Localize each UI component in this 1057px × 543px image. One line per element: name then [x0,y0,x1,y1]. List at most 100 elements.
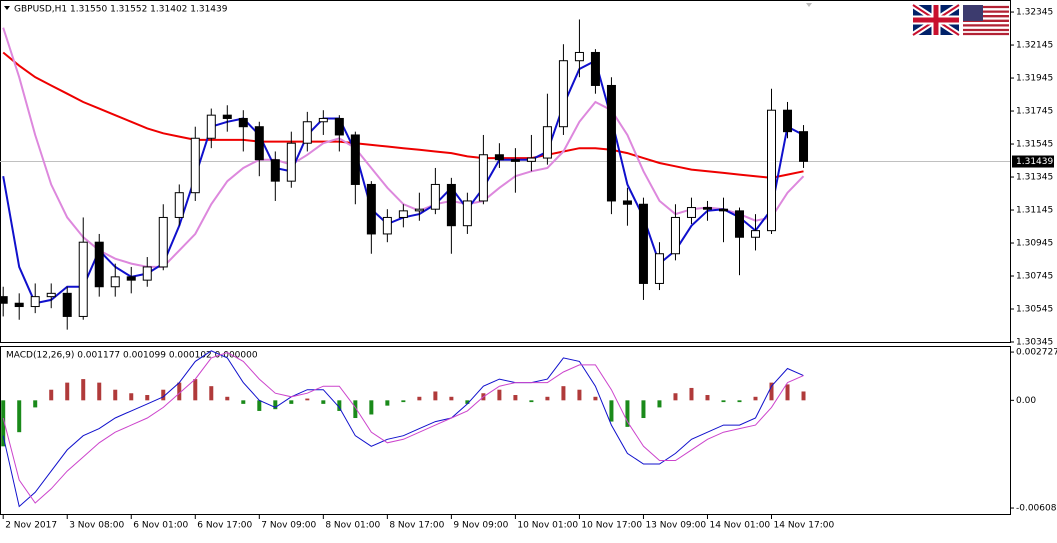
candle-body [174,192,184,218]
y-tick-label: 1.32345 [1016,8,1053,18]
candle-body [110,276,120,288]
histogram-bar [369,400,374,415]
histogram-bar [65,382,70,401]
histogram-bar [337,400,342,411]
histogram-bar [161,389,166,401]
histogram-bar [449,396,454,401]
histogram-bar [33,400,38,408]
histogram-bar [721,400,726,403]
macd-panel [0,346,1011,515]
x-tick-label: 8 Nov 17:00 [389,521,444,531]
candle-body [190,137,200,194]
histogram-bar [689,387,694,401]
y-tick-label: 1.31545 [1016,140,1053,150]
histogram-bar [737,400,742,403]
candle-body [494,154,504,161]
histogram-bar [273,400,278,410]
candle-body [542,126,552,159]
histogram-bar [801,391,806,401]
y-tick-label: 1.31945 [1016,74,1053,84]
last-price-label: 1.31439 [1016,157,1053,167]
uk-flag [911,2,961,38]
indicator-line [2,27,805,268]
candle-body [606,84,616,202]
histogram-bar [769,382,774,401]
histogram-bar [81,379,86,401]
histogram-bar [545,396,550,401]
histogram-bar [257,400,262,411]
histogram-bar [289,400,294,404]
histogram-bar [49,389,54,401]
indicator-line [2,51,804,179]
candle-body [398,210,408,218]
candle-body [206,114,216,139]
candle-body [142,266,152,281]
y-tick-label: -0.006086 [1016,504,1057,514]
histogram-bar [305,398,310,401]
candle-body [0,296,8,304]
candle-body [254,126,264,161]
histogram-bar [177,382,182,401]
histogram-bar [129,393,134,401]
candle-body [238,117,248,128]
histogram-bar [705,395,710,401]
last-price-box [1012,155,1054,168]
x-tick-label: 6 Nov 17:00 [197,521,252,531]
histogram-bar [609,400,614,422]
candle-body [94,241,104,288]
candle-body [382,216,392,235]
histogram-bar [673,393,678,401]
histogram-bar [513,395,518,401]
candle-body [318,117,328,123]
candle-body [558,60,568,128]
histogram-bar [321,400,326,404]
histogram-bar [753,396,758,401]
x-tick-label: 8 Nov 01:00 [325,521,380,531]
histogram-bar [593,396,598,401]
histogram-bar [401,400,406,403]
candle-body [478,154,488,202]
x-tick-label: 6 Nov 01:00 [133,521,188,531]
candle-body [510,159,520,162]
histogram-bar [209,386,214,401]
x-tick-label: 14 Nov 17:00 [774,521,835,531]
histogram-bar [785,384,790,401]
candle-body [799,131,809,162]
indicator-line [2,351,804,504]
candle-body [462,200,472,227]
candle-body [302,121,312,144]
y-tick-label: 1.31145 [1016,206,1053,216]
histogram-bar [1,400,6,447]
histogram-bar [465,400,470,404]
histogram-bar [625,400,630,427]
histogram-bar [657,400,662,408]
candle-body [702,207,712,210]
candle-body [14,302,24,308]
price-title: GBPUSD,H1 1.31550 1.31552 1.31402 1.3143… [14,5,228,15]
candle-body [430,183,440,210]
candle-body [414,208,424,212]
candle-body [126,276,136,281]
y-tick-label: 1.30545 [1016,305,1053,315]
menu-triangle[interactable] [4,6,10,10]
candle-body [446,183,456,227]
candle-body [767,109,777,232]
histogram-bar [241,400,246,404]
candle-body [590,51,600,86]
candle-body [62,292,72,317]
candle-body [334,117,344,136]
histogram-bar [433,391,438,401]
histogram-bar [193,379,198,401]
y-tick-label: 1.30945 [1016,239,1053,249]
candle-body [350,134,360,185]
x-tick-label: 14 Nov 01:00 [709,521,770,531]
y-tick-label: 1.30345 [1016,338,1053,348]
scroll-marker [806,3,812,7]
histogram-bar [113,389,118,401]
y-tick-label: 0.002727 [1016,348,1057,358]
candle-body [366,183,376,235]
price-panel [0,0,1011,343]
candle-body [574,51,584,62]
